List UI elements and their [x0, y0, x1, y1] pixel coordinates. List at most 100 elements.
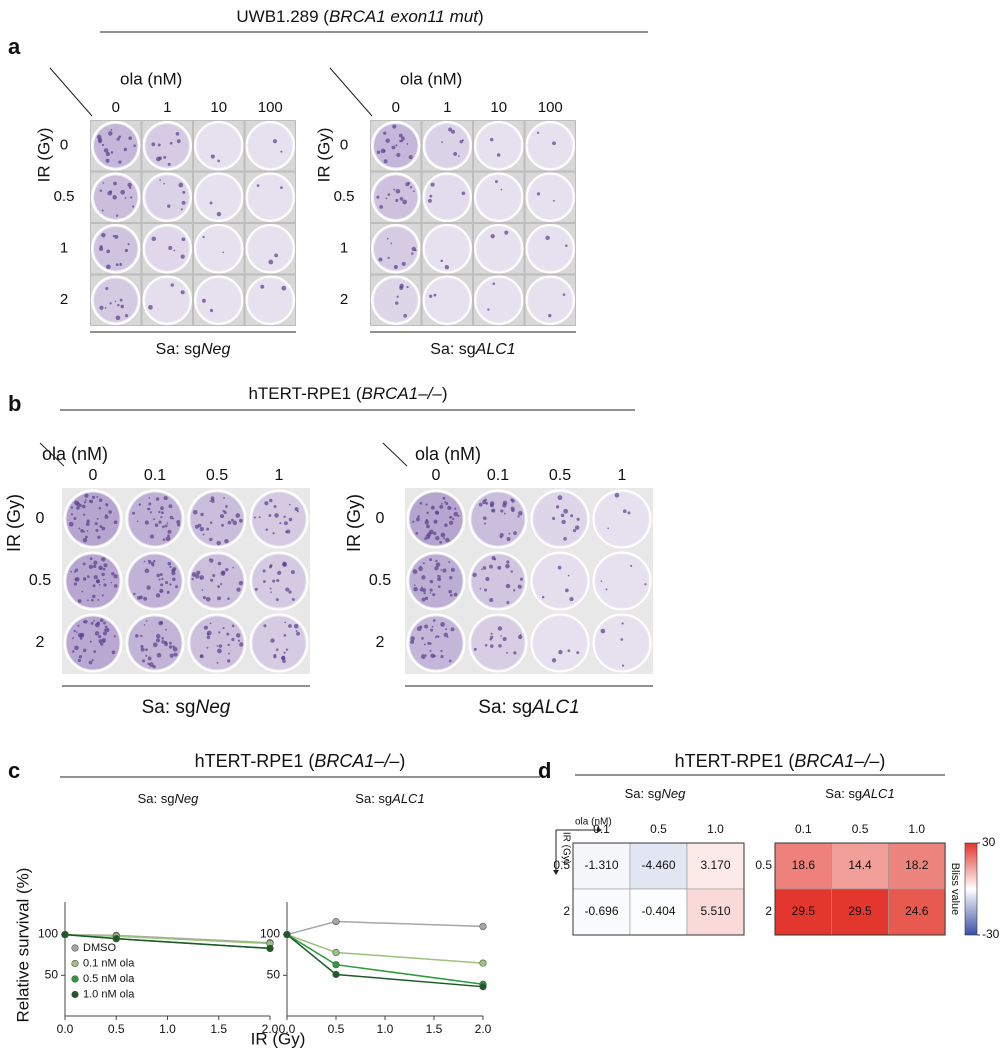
colony: [517, 584, 522, 589]
colony: [500, 188, 503, 191]
colony: [518, 634, 523, 640]
colony: [424, 596, 429, 601]
colony: [114, 300, 117, 303]
colony: [82, 513, 86, 516]
colony: [567, 649, 571, 653]
panel-letter: c: [8, 758, 20, 783]
colony: [140, 634, 143, 638]
colony: [218, 631, 221, 634]
plate-well: [194, 224, 244, 274]
cell-label: -0.404: [641, 904, 675, 918]
colony: [570, 514, 574, 518]
colony: [448, 560, 451, 563]
colony: [101, 232, 106, 238]
colony: [180, 254, 185, 259]
column-label: 10: [490, 99, 507, 116]
colony: [396, 152, 401, 158]
colony: [111, 650, 116, 655]
colony: [165, 536, 171, 542]
colony: [165, 628, 167, 631]
corner-diagonal: [39, 442, 65, 467]
data-point: [283, 930, 291, 939]
colony: [489, 137, 494, 142]
row-label: 1: [60, 240, 68, 257]
colony: [270, 638, 275, 643]
panel-title-part: UWB1.289 (: [236, 7, 329, 26]
plate-stain: [425, 175, 469, 219]
colony: [283, 634, 287, 637]
colony: [282, 659, 286, 664]
plate-stain: [477, 278, 521, 322]
colony: [226, 632, 230, 636]
colony: [99, 305, 104, 310]
colony: [398, 133, 403, 138]
colony: [115, 214, 119, 217]
corner-diagonal: [49, 67, 93, 117]
colony: [262, 580, 266, 583]
colony: [93, 575, 98, 580]
column-label: 0.1: [144, 467, 166, 484]
row-label: 0: [376, 510, 385, 527]
colony: [197, 523, 202, 528]
row-label: 0.5: [755, 858, 772, 872]
plate-caption-part: Sa: sg: [156, 341, 201, 358]
colony: [500, 509, 504, 513]
colony: [395, 198, 399, 203]
colony: [166, 590, 170, 594]
panel-title-part: ): [879, 751, 885, 771]
colony: [478, 502, 483, 507]
colony: [199, 577, 202, 580]
colony: [102, 631, 107, 636]
colony: [502, 637, 507, 642]
colony: [445, 628, 448, 631]
plate-stain: [528, 278, 572, 322]
chart-subtitle: Sa: sgALC1: [825, 786, 894, 801]
colony: [160, 621, 164, 625]
colorbar-label: Bliss value: [949, 863, 961, 916]
colony: [201, 298, 206, 303]
colony: [385, 138, 390, 143]
colony: [91, 659, 94, 662]
plate-stain: [374, 175, 418, 219]
colony: [209, 537, 213, 542]
colony: [84, 493, 89, 498]
plate-stain: [477, 175, 521, 219]
colony: [270, 591, 272, 594]
colony: [489, 564, 493, 569]
plate-well: [592, 551, 652, 611]
colony: [262, 569, 266, 573]
colony: [406, 285, 409, 289]
colony: [216, 661, 219, 664]
colony: [258, 516, 261, 519]
colony: [83, 619, 88, 624]
colony: [73, 629, 76, 633]
colony: [448, 659, 452, 663]
chart-subtitle-part: Sa: sg: [625, 786, 662, 801]
colony: [432, 505, 435, 508]
x-axis-label: ola (nM): [120, 69, 182, 88]
colony: [199, 526, 205, 532]
colony: [84, 535, 88, 539]
colony: [429, 558, 433, 562]
cell-label: 14.4: [848, 858, 872, 872]
colony: [620, 638, 624, 641]
colony: [216, 645, 219, 647]
colony: [513, 531, 517, 536]
plate-caption-part: Sa: sg: [142, 697, 196, 718]
colony: [407, 181, 411, 185]
colony: [479, 587, 482, 590]
colony: [421, 597, 426, 602]
colony: [379, 205, 384, 209]
plate-caption-part: ALC1: [475, 341, 516, 358]
colony: [279, 522, 282, 525]
colony: [99, 245, 103, 249]
x-tick-label: 1.0: [159, 1022, 176, 1036]
colony: [424, 624, 429, 629]
colony: [439, 504, 444, 509]
colony: [104, 307, 107, 309]
colony: [508, 532, 511, 535]
plate-caption: Sa: sgALC1: [430, 341, 515, 358]
colony: [288, 624, 292, 628]
colony: [574, 525, 580, 530]
colony: [99, 618, 104, 622]
